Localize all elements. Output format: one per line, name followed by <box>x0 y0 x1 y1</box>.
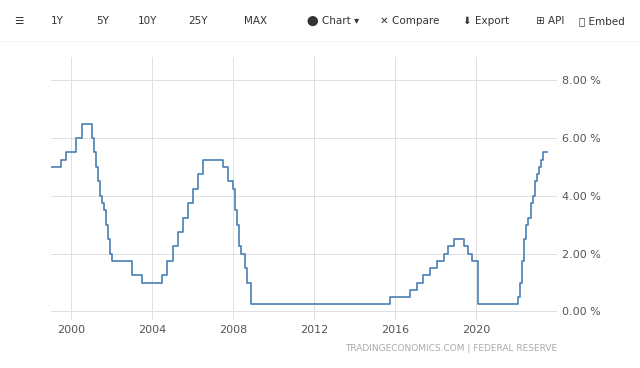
Text: ⬇ Export: ⬇ Export <box>463 16 509 26</box>
Text: 10Y: 10Y <box>138 16 157 26</box>
Text: TRADINGECONOMICS.COM | FEDERAL RESERVE: TRADINGECONOMICS.COM | FEDERAL RESERVE <box>345 344 557 353</box>
Text: ✕ Compare: ✕ Compare <box>380 16 439 26</box>
Text: ☰: ☰ <box>15 16 24 26</box>
Text: 25Y: 25Y <box>189 16 208 26</box>
Text: MAX: MAX <box>244 16 268 26</box>
Text: 1Y: 1Y <box>51 16 64 26</box>
Text: ⊞ API: ⊞ API <box>536 16 564 26</box>
Text: 5Y: 5Y <box>96 16 109 26</box>
Text: 🖼 Embed: 🖼 Embed <box>579 16 625 26</box>
Text: ⬤ Chart ▾: ⬤ Chart ▾ <box>307 16 359 26</box>
